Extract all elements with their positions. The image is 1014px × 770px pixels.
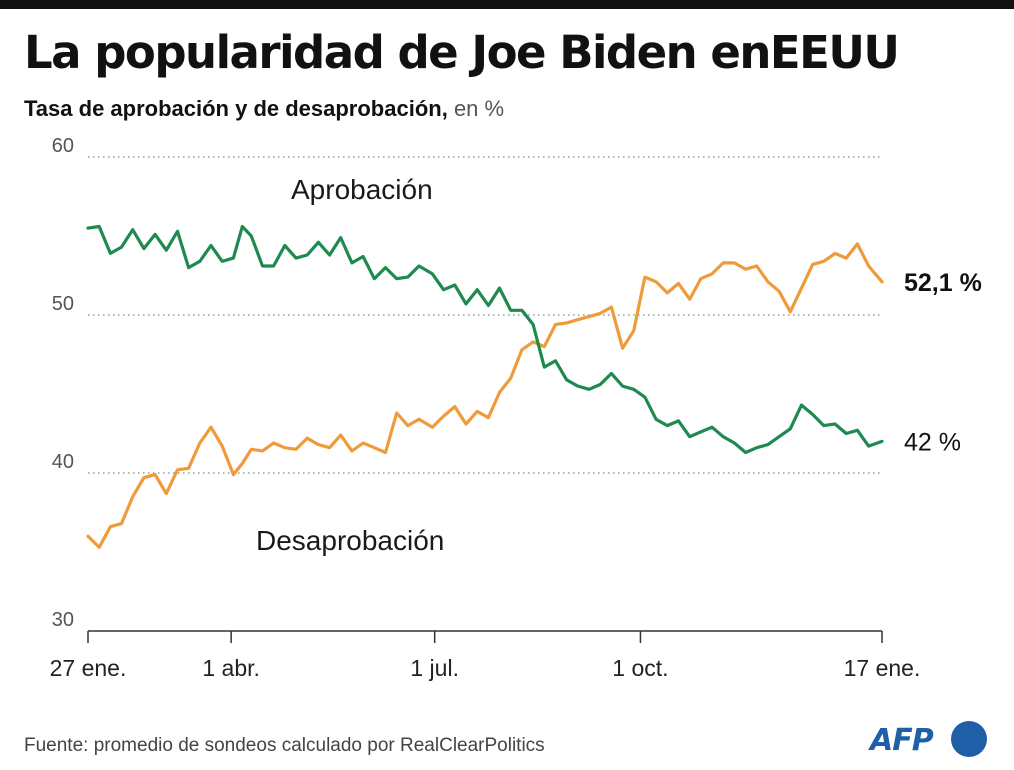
y-axis-ticks: 30 40 50 60 [52, 135, 74, 631]
series-end-label: 42 % [904, 428, 961, 456]
series-end-label: 52,1 % [904, 269, 982, 297]
subtitle-main: Tasa de aprobación y de desaprobación, [24, 96, 448, 121]
y-tick-label: 60 [52, 135, 74, 157]
top-rule [0, 0, 1014, 9]
series-lines [86, 224, 884, 549]
series-labels: Desaprobación 52,1 % Aprobación 42 % [256, 174, 982, 556]
x-tick-label: 27 ene. [50, 655, 127, 681]
x-tick-label: 1 jul. [410, 655, 459, 681]
afp-logo-text: AFP [870, 723, 934, 758]
x-tick-label: 17 ene. [844, 655, 921, 681]
x-tick-label: 1 oct. [612, 655, 668, 681]
subtitle-unit: en % [447, 96, 505, 121]
y-tick-label: 40 [52, 451, 74, 473]
x-tick-label: 1 abr. [202, 655, 260, 681]
page-title: La popularidad de Joe Biden enEEUU [24, 26, 900, 79]
afp-logo-dot [951, 721, 987, 757]
chart-subtitle: Tasa de aprobación y de desaprobación, e… [24, 96, 504, 122]
disapproval-line [86, 242, 884, 549]
approval-line [86, 224, 884, 455]
series-name-label: Aprobación [291, 174, 433, 205]
grid-lines [88, 156, 882, 474]
x-axis: 27 ene. 1 abr. 1 jul. 1 oct. 17 ene. [50, 630, 921, 681]
y-tick-label: 50 [52, 293, 74, 315]
series-name-label: Desaprobación [256, 525, 444, 556]
source-note: Fuente: promedio de sondeos calculado po… [24, 735, 545, 756]
y-tick-label: 30 [52, 609, 74, 631]
